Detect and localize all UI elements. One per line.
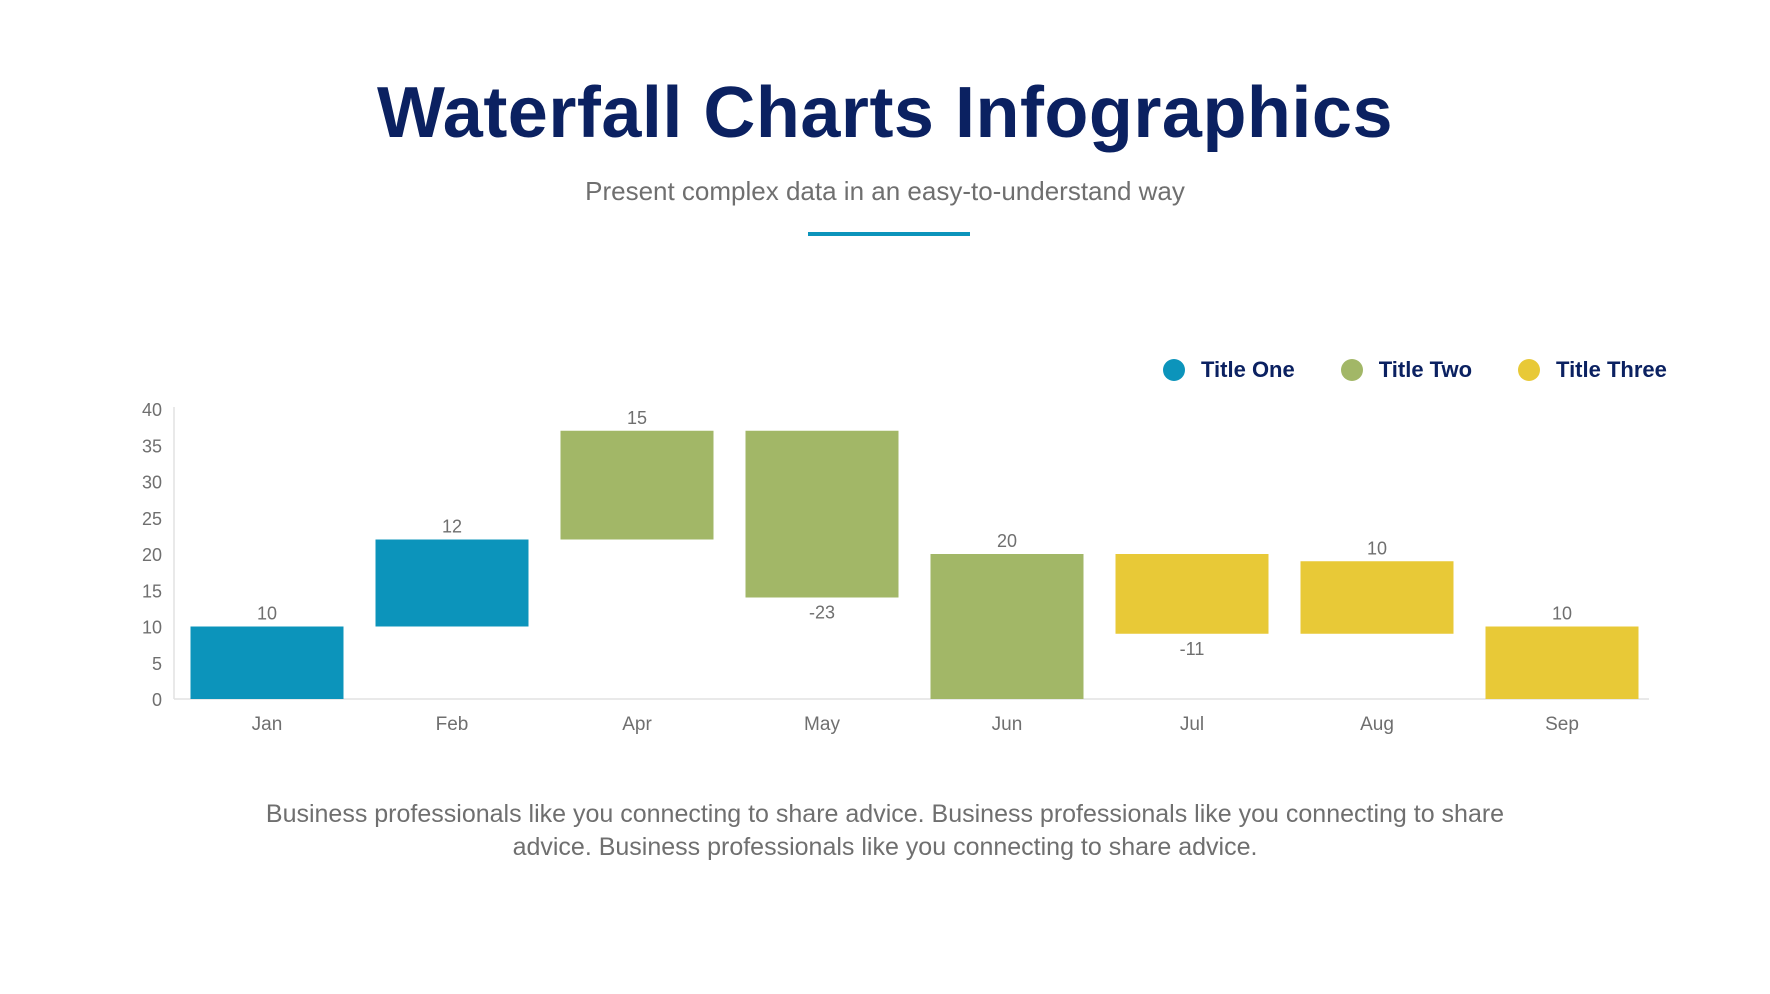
y-tick-label: 20 — [142, 545, 162, 565]
legend-label: Title One — [1201, 357, 1295, 382]
legend-dot-icon — [1518, 359, 1541, 381]
y-tick-label: 15 — [142, 581, 162, 601]
data-label: 15 — [627, 408, 647, 428]
bar-jul — [1115, 554, 1269, 634]
data-label: 10 — [1367, 538, 1387, 558]
y-tick-label: 0 — [152, 690, 162, 710]
data-label: 20 — [997, 531, 1017, 551]
x-tick-label: Jun — [992, 714, 1023, 735]
bar-apr — [560, 430, 714, 540]
bar-jan — [190, 626, 344, 699]
legend-item-title-three: Title Three — [1518, 357, 1667, 383]
y-tick-label: 25 — [142, 509, 162, 529]
bar-sep — [1485, 626, 1639, 699]
data-label: -11 — [1180, 639, 1205, 659]
y-tick-label: 5 — [152, 654, 162, 674]
x-tick-label: Sep — [1545, 714, 1579, 735]
x-tick-label: Feb — [436, 714, 469, 735]
bar-may — [745, 430, 899, 598]
y-tick-label: 35 — [142, 436, 162, 456]
x-tick-label: Apr — [622, 714, 652, 735]
y-tick-label: 40 — [142, 400, 162, 420]
page-subtitle: Present complex data in an easy-to-under… — [585, 176, 1185, 206]
legend-label: Title Three — [1556, 357, 1667, 382]
title-divider — [808, 232, 970, 236]
y-tick-label: 30 — [142, 473, 162, 493]
x-tick-label: Jan — [252, 714, 283, 735]
legend-dot-icon — [1163, 359, 1185, 381]
legend-label: Title Two — [1378, 357, 1473, 382]
page-title: Waterfall Charts Infographics — [377, 73, 1393, 153]
bar-jun — [930, 554, 1084, 699]
data-label: 12 — [442, 517, 462, 537]
footer-paragraph: Business professionals like you connecti… — [265, 800, 1505, 861]
legend-item-title-one: Title One — [1163, 357, 1295, 383]
data-label: 10 — [257, 604, 277, 624]
legend-dot-icon — [1340, 359, 1363, 381]
x-tick-label: Jul — [1180, 714, 1204, 735]
x-tick-label: May — [804, 714, 840, 735]
bar-aug — [1300, 561, 1454, 634]
data-label: -23 — [809, 603, 835, 623]
y-tick-label: 10 — [142, 618, 162, 638]
x-tick-label: Aug — [1360, 714, 1394, 735]
chart-legend: Title One Title Two Title Three — [1163, 357, 1667, 383]
bar-feb — [375, 539, 529, 627]
legend-item-title-two: Title Two — [1340, 357, 1473, 383]
data-label: 10 — [1552, 604, 1572, 624]
